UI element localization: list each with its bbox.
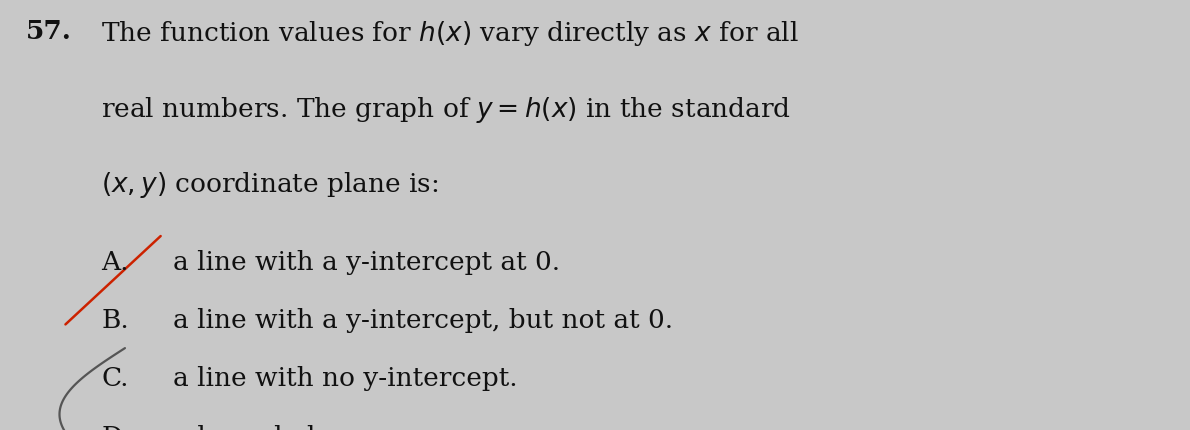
Text: The function values for $h(x)$ vary directly as $x$ for all: The function values for $h(x)$ vary dire…: [101, 19, 800, 48]
Text: a line with a y-intercept at 0.: a line with a y-intercept at 0.: [173, 249, 559, 274]
Text: 57.: 57.: [26, 19, 73, 44]
Text: B.: B.: [101, 307, 129, 332]
Text: A.: A.: [101, 249, 129, 274]
Text: a hyperbola.: a hyperbola.: [173, 424, 339, 430]
Text: real numbers. The graph of $y = h(x)$ in the standard: real numbers. The graph of $y = h(x)$ in…: [101, 95, 791, 125]
Text: a line with a y-intercept, but not at 0.: a line with a y-intercept, but not at 0.: [173, 307, 672, 332]
Text: $(x,y)$ coordinate plane is:: $(x,y)$ coordinate plane is:: [101, 170, 439, 200]
Text: D.: D.: [101, 424, 130, 430]
Text: C.: C.: [101, 366, 129, 390]
Text: a line with no y-intercept.: a line with no y-intercept.: [173, 366, 518, 390]
